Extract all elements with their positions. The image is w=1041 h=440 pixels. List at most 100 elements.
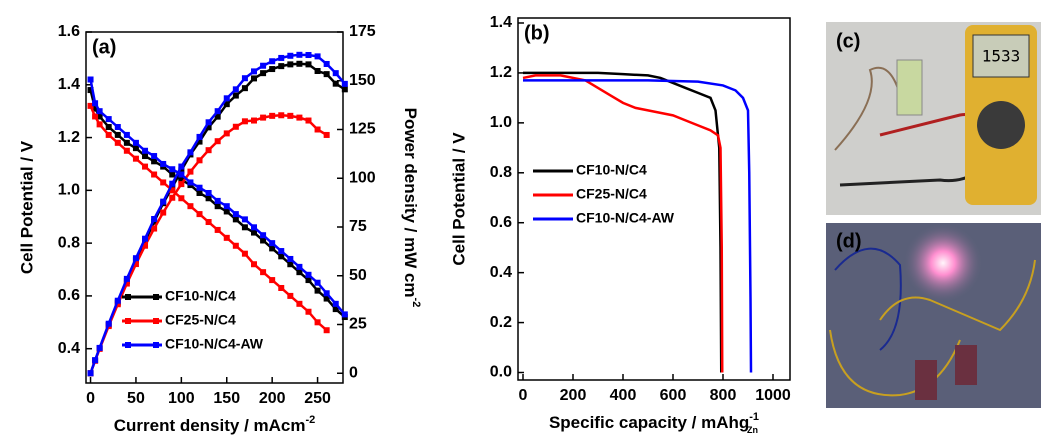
marker — [123, 131, 130, 138]
marker — [178, 176, 185, 183]
marker — [305, 277, 312, 284]
power-marker — [178, 181, 185, 188]
marker — [160, 160, 167, 167]
wire — [834, 66, 901, 151]
x-tick-label: 800 — [710, 387, 737, 404]
power-marker — [323, 60, 330, 67]
y2-tick-label: 100 — [349, 169, 376, 186]
y-tick-label: 0.6 — [58, 287, 80, 304]
power-marker — [132, 255, 139, 262]
plot-frame — [85, 31, 344, 384]
marker — [142, 153, 149, 160]
power-marker — [232, 92, 239, 99]
marker — [323, 295, 330, 302]
power-marker — [251, 68, 258, 75]
photo-c: 1533 (c) — [826, 22, 1041, 215]
marker — [332, 300, 339, 307]
marker — [169, 187, 176, 194]
power-marker — [314, 53, 321, 60]
y-tick-label: 1.4 — [490, 14, 512, 31]
legend-label: CF25-N/C4 — [165, 312, 236, 328]
x-axis-label-text: Specific capacity / mAhg — [549, 413, 749, 432]
marker — [278, 248, 285, 255]
power-marker — [278, 63, 285, 70]
marker — [332, 306, 339, 313]
marker — [214, 226, 221, 233]
wire — [834, 247, 902, 351]
y2-tick-label: 0 — [349, 364, 358, 381]
cell — [915, 360, 937, 400]
marker — [287, 255, 294, 262]
marker — [223, 203, 230, 210]
power-marker — [132, 261, 139, 268]
power-marker — [114, 301, 121, 308]
y2-tick-label: 125 — [349, 121, 376, 138]
marker — [323, 327, 330, 334]
marker — [114, 131, 121, 138]
power-marker — [142, 235, 149, 242]
x-tick-label: 150 — [213, 390, 240, 407]
power-marker — [296, 114, 303, 121]
power-marker — [196, 157, 203, 164]
chart: 0 50 100 150 200 250 0.4 0.6 0.8 1.0 1.2 1.4 1.6 0 25 5… — [17, 23, 422, 435]
marker — [92, 113, 99, 120]
power-marker — [223, 130, 230, 137]
y-tick-label: 0.2 — [490, 314, 512, 331]
power-line — [89, 114, 328, 374]
legend-marker — [125, 342, 131, 348]
x-axis-label-sup: -2 — [305, 414, 315, 426]
marker — [187, 203, 194, 210]
marker — [132, 145, 139, 152]
marker — [305, 271, 312, 278]
power-marker — [278, 54, 285, 61]
power-marker — [287, 61, 294, 68]
y2-tick-label: 75 — [349, 218, 367, 235]
power-marker — [305, 52, 312, 59]
power-marker — [332, 80, 339, 87]
marker — [251, 261, 258, 268]
photo-d: (d) — [826, 223, 1041, 408]
power-marker — [169, 184, 176, 191]
legend-marker — [153, 294, 159, 300]
board — [896, 59, 923, 116]
x-tick-label: 0 — [519, 387, 528, 404]
y-axis-label: Cell Potential / V — [449, 132, 468, 266]
y-tick-label: 1.6 — [58, 23, 80, 40]
marker — [251, 224, 258, 231]
marker — [114, 139, 121, 146]
marker — [142, 147, 149, 154]
marker — [169, 171, 176, 178]
y-tick-label: 1.2 — [58, 129, 80, 146]
marker — [232, 216, 239, 223]
power-marker — [260, 62, 267, 69]
marker — [278, 284, 285, 291]
marker — [269, 277, 276, 284]
y-tick-label: 1.0 — [490, 114, 512, 131]
marker — [105, 131, 112, 138]
marker — [196, 211, 203, 218]
legend-label: CF25-N/C4 — [576, 186, 647, 202]
dial — [977, 101, 1025, 149]
marker — [232, 211, 239, 218]
marker — [96, 108, 103, 115]
y-tick-label: 0.8 — [58, 234, 80, 251]
power-marker — [178, 163, 185, 170]
y-tick-label: 1.4 — [58, 76, 80, 93]
power-marker — [287, 112, 294, 119]
x-tick-label: 200 — [560, 387, 587, 404]
marker — [296, 300, 303, 307]
marker — [223, 208, 230, 215]
power-marker — [223, 95, 230, 102]
power-marker — [123, 280, 130, 287]
panel-label: (b) — [524, 22, 550, 44]
x-tick-label: 1000 — [755, 387, 791, 404]
y2-tick-label: 25 — [349, 316, 367, 333]
power-marker — [92, 357, 99, 364]
marker — [151, 158, 158, 165]
legend-marker — [153, 318, 159, 324]
power-marker — [214, 138, 221, 145]
power-marker — [196, 133, 203, 140]
x-axis-label: Current density / mAcm-2 — [114, 414, 316, 436]
marker — [314, 287, 321, 294]
x-axis-label-text: Current density / mAcm — [114, 416, 306, 435]
